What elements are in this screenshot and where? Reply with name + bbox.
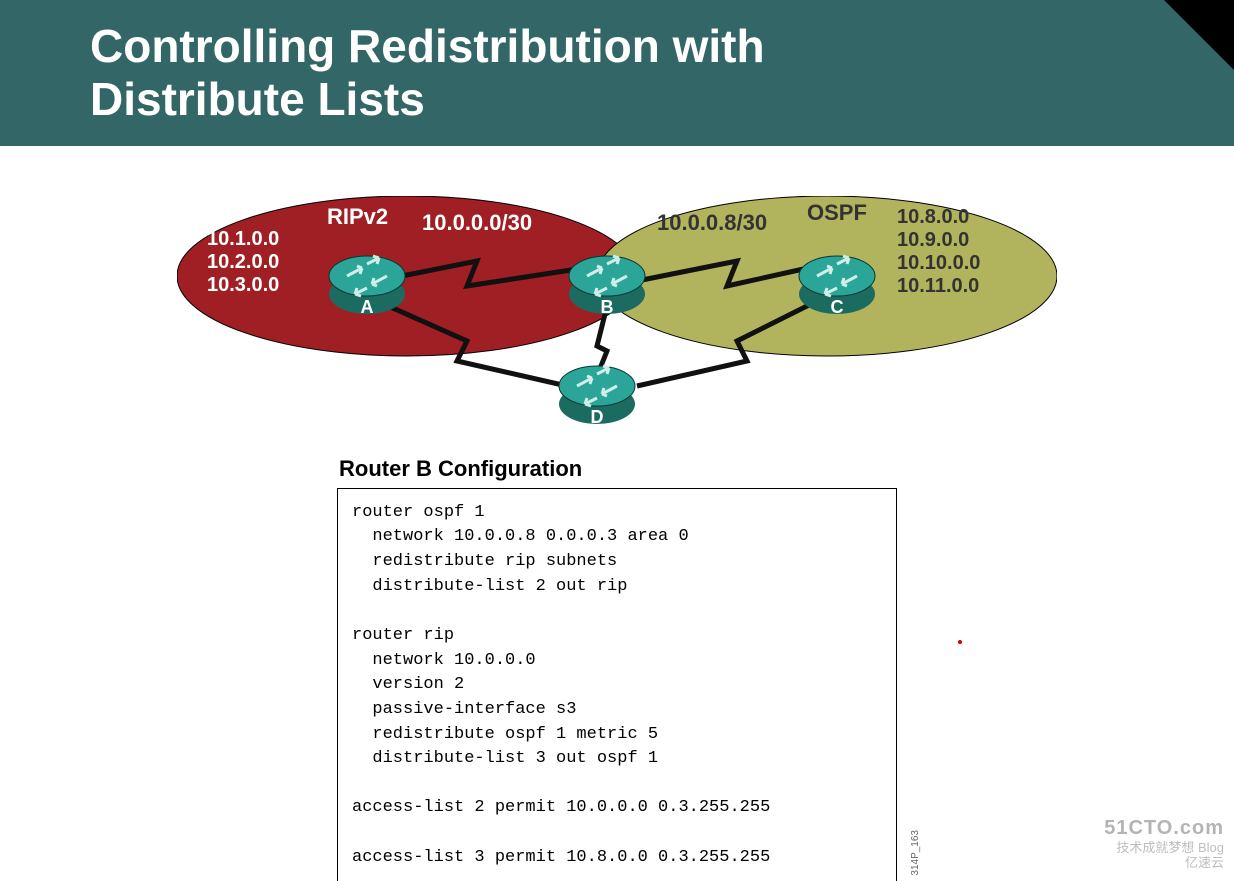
router-d: D <box>557 356 637 426</box>
router-c: C <box>797 246 877 316</box>
router-b-label: B <box>567 297 647 318</box>
router-a: A <box>327 246 407 316</box>
rip-networks: 10.1.0.010.2.0.010.3.0.0 <box>207 228 279 297</box>
config-code: router ospf 1 network 10.0.0.8 0.0.0.3 a… <box>337 488 897 881</box>
ospf-label: OSPF <box>807 200 867 226</box>
rip-subnet: 10.0.0.0/30 <box>422 210 532 236</box>
ospf-networks: 10.8.0.010.9.0.010.10.0.010.11.0.0 <box>897 206 980 298</box>
slide-header: Controlling Redistribution withDistribut… <box>0 0 1234 146</box>
slide-ref: 314P_163 <box>910 830 921 876</box>
router-a-label: A <box>327 297 407 318</box>
rip-label: RIPv2 <box>327 204 388 230</box>
config-section: Router B Configuration router ospf 1 net… <box>337 456 897 881</box>
corner-triangle <box>1164 0 1234 70</box>
config-title: Router B Configuration <box>339 456 897 482</box>
router-d-label: D <box>557 407 637 428</box>
watermark: 51CTO.com 技术成就梦想 Blog 亿速云 <box>1104 816 1224 871</box>
router-c-label: C <box>797 297 877 318</box>
slide-title: Controlling Redistribution withDistribut… <box>90 20 1234 126</box>
cursor-dot <box>958 640 962 644</box>
router-b: B <box>567 246 647 316</box>
network-diagram: RIPv2 10.0.0.0/30 10.1.0.010.2.0.010.3.0… <box>177 196 1057 446</box>
ospf-subnet: 10.0.0.8/30 <box>657 210 767 236</box>
